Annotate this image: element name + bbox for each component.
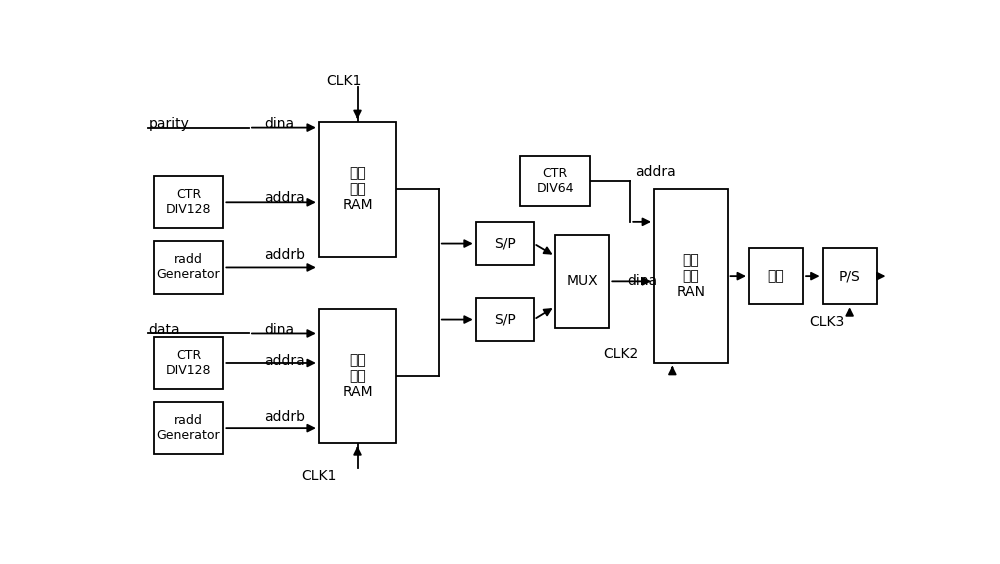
Bar [822, 248, 877, 305]
Text: 移位: 移位 [768, 269, 784, 283]
Text: addrb: addrb [264, 248, 306, 262]
Text: addra: addra [635, 165, 676, 179]
Bar [749, 248, 803, 305]
Bar [319, 122, 396, 257]
Bar [476, 222, 534, 265]
Text: S/P: S/P [494, 236, 516, 250]
Text: 简单
双口
RAN: 简单 双口 RAN [676, 253, 705, 299]
Text: CTR
DIV64: CTR DIV64 [536, 166, 574, 195]
Bar [154, 176, 223, 228]
Text: dina: dina [627, 274, 657, 288]
Text: addra: addra [264, 354, 305, 368]
Text: parity: parity [148, 117, 189, 131]
Text: CLK3: CLK3 [809, 315, 844, 329]
Text: 简单
双口
RAM: 简单 双口 RAM [342, 166, 373, 213]
Bar [154, 402, 223, 454]
Text: P/S: P/S [839, 269, 860, 283]
Text: radd
Generator: radd Generator [157, 414, 220, 442]
Text: addrb: addrb [264, 410, 306, 424]
Bar [654, 190, 728, 363]
Text: radd
Generator: radd Generator [157, 253, 220, 281]
Text: 简单
双口
RAM: 简单 双口 RAM [342, 353, 373, 399]
Text: CLK1: CLK1 [301, 469, 336, 483]
Bar [154, 337, 223, 389]
Bar [154, 241, 223, 293]
Text: CTR
DIV128: CTR DIV128 [166, 349, 211, 377]
Text: CTR
DIV128: CTR DIV128 [166, 188, 211, 217]
Text: CLK1: CLK1 [326, 74, 361, 88]
Bar [476, 298, 534, 341]
Bar [319, 309, 396, 443]
Text: MUX: MUX [566, 274, 598, 288]
Text: S/P: S/P [494, 312, 516, 327]
Text: CLK2: CLK2 [603, 347, 639, 362]
Text: data: data [148, 323, 180, 337]
Text: dina: dina [264, 117, 295, 131]
Bar [555, 235, 609, 328]
Text: dina: dina [264, 323, 295, 337]
Text: addra: addra [264, 191, 305, 205]
Bar [520, 156, 590, 205]
